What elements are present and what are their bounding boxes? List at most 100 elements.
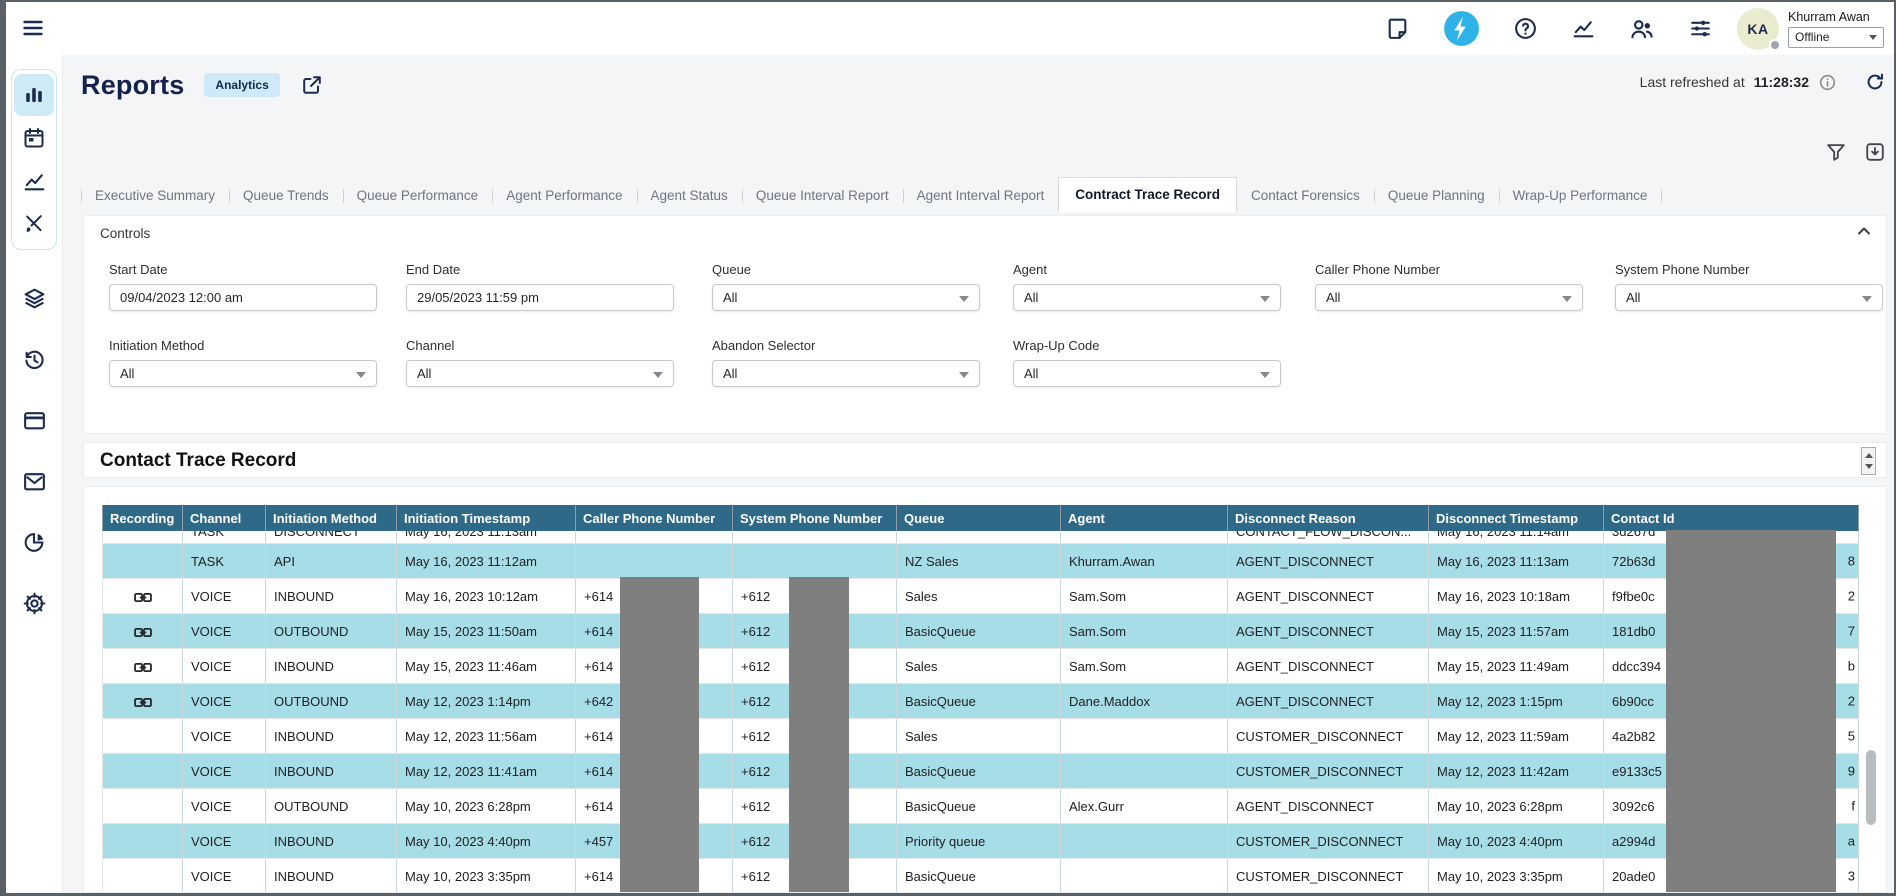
cell-disconnect_reason: AGENT_DISCONNECT: [1228, 789, 1429, 824]
contact-id-fragment: b: [1848, 659, 1855, 674]
sidebar-item-pie-chart[interactable]: [14, 521, 54, 563]
column-header-disconnect-timestamp[interactable]: Disconnect Timestamp: [1429, 505, 1604, 531]
contact-id-text: 6b90cc: [1612, 694, 1654, 709]
recording-link-icon[interactable]: [134, 696, 152, 709]
table-row[interactable]: VOICEOUTBOUNDMay 15, 2023 11:50am+614+61…: [103, 614, 1859, 649]
cell-disconnect_timestamp: May 10, 2023 6:28pm: [1429, 789, 1604, 824]
channel-label: Channel: [406, 338, 674, 353]
end-date-input[interactable]: 29/05/2023 11:59 pm: [406, 284, 674, 311]
channel-select[interactable]: All: [406, 360, 674, 387]
contact-id-fragment: 7: [1848, 624, 1855, 639]
system-phone-number-label: System Phone Number: [1615, 262, 1883, 277]
table-row[interactable]: VOICEINBOUNDMay 15, 2023 11:46am+614+612…: [103, 649, 1859, 684]
spinner-up-icon[interactable]: [1865, 453, 1873, 458]
external-link-icon[interactable]: [300, 73, 324, 97]
abandon-selector-select[interactable]: All: [712, 360, 980, 387]
users-icon[interactable]: [1629, 16, 1655, 42]
avatar[interactable]: KA: [1737, 8, 1779, 50]
table-row[interactable]: VOICEINBOUNDMay 16, 2023 10:12am+614+612…: [103, 579, 1859, 614]
tab-contact-forensics[interactable]: Contact Forensics: [1237, 180, 1374, 212]
cell-caller_phone: [576, 544, 733, 579]
column-header-initiation-timestamp[interactable]: Initiation Timestamp: [397, 505, 576, 531]
recording-link-icon[interactable]: [134, 626, 152, 639]
sidebar-item-calendar[interactable]: [14, 117, 54, 159]
column-header-agent[interactable]: Agent: [1061, 505, 1228, 531]
info-icon[interactable]: [1818, 73, 1837, 92]
cell-recording: [103, 859, 183, 894]
wrap-up-code-select[interactable]: All: [1013, 360, 1281, 387]
table-row[interactable]: VOICEINBOUNDMay 10, 2023 3:35pm+614+612B…: [103, 859, 1859, 894]
recording-link-icon[interactable]: [134, 661, 152, 674]
sidebar-rest: [6, 276, 62, 625]
caller-phone-number-select[interactable]: All: [1315, 284, 1583, 311]
sidebar-group: [11, 69, 57, 250]
sidebar-item-gear[interactable]: [14, 582, 54, 624]
column-header-queue[interactable]: Queue: [897, 505, 1061, 531]
sidebar-item-layers[interactable]: [14, 277, 54, 319]
refresh-icon[interactable]: [1864, 71, 1886, 93]
cell-queue: BasicQueue: [897, 614, 1061, 649]
table-row[interactable]: VOICEINBOUNDMay 10, 2023 4:40pm+457+612P…: [103, 824, 1859, 859]
tab-queue-performance[interactable]: Queue Performance: [343, 180, 493, 212]
hamburger-icon[interactable]: [20, 16, 46, 42]
tab-queue-planning[interactable]: Queue Planning: [1374, 180, 1499, 212]
cell-queue: [897, 531, 1061, 544]
sliders-icon[interactable]: [1688, 16, 1713, 41]
sidebar-item-bar-chart[interactable]: [14, 74, 54, 116]
vertical-scrollbar[interactable]: [1866, 750, 1876, 825]
column-header-caller-phone-number[interactable]: Caller Phone Number: [576, 505, 733, 531]
table-row[interactable]: TASKAPIMay 16, 2023 11:12amNZ SalesKhurr…: [103, 544, 1859, 579]
table-row[interactable]: VOICEINBOUNDMay 12, 2023 11:41am+614+612…: [103, 754, 1859, 789]
column-header-disconnect-reason[interactable]: Disconnect Reason: [1228, 505, 1429, 531]
sidebar-item-line-chart[interactable]: [14, 160, 54, 202]
initiation-method-select[interactable]: All: [109, 360, 377, 387]
system-phone-number-select[interactable]: All: [1615, 284, 1883, 311]
column-header-channel[interactable]: Channel: [183, 505, 266, 531]
cell-recording: [103, 824, 183, 859]
status-select[interactable]: Offline: [1788, 27, 1884, 48]
cell-caller_phone: [576, 531, 733, 544]
table-row[interactable]: VOICEOUTBOUNDMay 12, 2023 1:14pm+642+612…: [103, 684, 1859, 719]
sidebar-item-mail[interactable]: [14, 460, 54, 502]
cell-initiation_method: INBOUND: [266, 719, 397, 754]
cell-recording: [103, 684, 183, 719]
table-row[interactable]: VOICEOUTBOUNDMay 10, 2023 6:28pm+614+612…: [103, 789, 1859, 824]
table-row[interactable]: VOICEINBOUNDMay 12, 2023 11:56am+614+612…: [103, 719, 1859, 754]
last-refreshed: Last refreshed at 11:28:32: [1640, 71, 1886, 93]
tab-contract-trace-record[interactable]: Contract Trace Record: [1058, 177, 1237, 212]
column-header-system-phone-number[interactable]: System Phone Number: [733, 505, 897, 531]
sidebar-item-history[interactable]: [14, 338, 54, 380]
queue-select[interactable]: All: [712, 284, 980, 311]
tab-agent-interval-report[interactable]: Agent Interval Report: [903, 180, 1059, 212]
cell-agent: Khurram.Awan: [1061, 544, 1228, 579]
bolt-icon[interactable]: [1443, 10, 1480, 47]
tab-queue-interval-report[interactable]: Queue Interval Report: [742, 180, 903, 212]
help-icon[interactable]: [1513, 16, 1538, 41]
table-row[interactable]: TASKDISCONNECTMay 16, 2023 11:13amCONTAC…: [103, 531, 1859, 544]
start-date-input[interactable]: 09/04/2023 12:00 am: [109, 284, 377, 311]
spinner-down-icon[interactable]: [1865, 464, 1873, 469]
tab-queue-trends[interactable]: Queue Trends: [229, 180, 343, 212]
chevron-down-icon: [959, 296, 969, 302]
tab-executive-summary[interactable]: Executive Summary: [81, 180, 229, 212]
recording-link-icon[interactable]: [134, 591, 152, 604]
cell-recording: [103, 754, 183, 789]
table-scroll-spinner[interactable]: [1861, 447, 1876, 475]
note-icon[interactable]: [1385, 16, 1410, 41]
cell-queue: BasicQueue: [897, 859, 1061, 894]
agent-label: Agent: [1013, 262, 1281, 277]
tab-wrap-up-performance[interactable]: Wrap-Up Performance: [1499, 180, 1662, 212]
agent-select[interactable]: All: [1013, 284, 1281, 311]
column-header-contact-id[interactable]: Contact Id: [1604, 505, 1859, 531]
filter-funnel-icon[interactable]: [1825, 141, 1847, 163]
tab-agent-status[interactable]: Agent Status: [637, 180, 742, 212]
line-chart-icon[interactable]: [1571, 16, 1596, 41]
tab-agent-performance[interactable]: Agent Performance: [492, 180, 636, 212]
sidebar-item-brush[interactable]: [14, 203, 54, 245]
column-header-recording[interactable]: Recording: [103, 505, 183, 531]
chevron-up-icon[interactable]: [1856, 224, 1872, 238]
sidebar-item-window[interactable]: [14, 399, 54, 441]
report-title: Contact Trace Record: [100, 443, 296, 479]
download-icon[interactable]: [1864, 141, 1886, 163]
column-header-initiation-method[interactable]: Initiation Method: [266, 505, 397, 531]
